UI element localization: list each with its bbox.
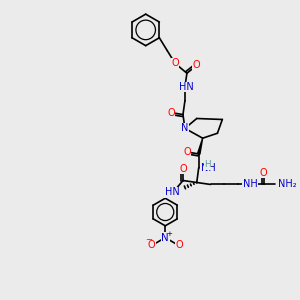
Text: O: O [167,108,175,118]
Text: NH₂: NH₂ [278,179,297,190]
Text: O: O [148,239,155,250]
Text: O: O [183,147,191,157]
Text: −: − [145,235,152,244]
Text: O: O [175,239,183,250]
Polygon shape [197,138,202,154]
Text: O: O [171,58,179,68]
Text: HN: HN [165,187,179,197]
Text: NH: NH [242,179,257,190]
Text: H: H [204,160,211,169]
Text: O: O [179,164,187,174]
Text: N: N [161,232,169,243]
Text: O: O [193,60,201,70]
Text: N: N [181,123,189,133]
Text: +: + [166,231,172,237]
Text: NH: NH [201,163,215,173]
Text: HN: HN [178,82,193,92]
Text: O: O [260,168,268,178]
